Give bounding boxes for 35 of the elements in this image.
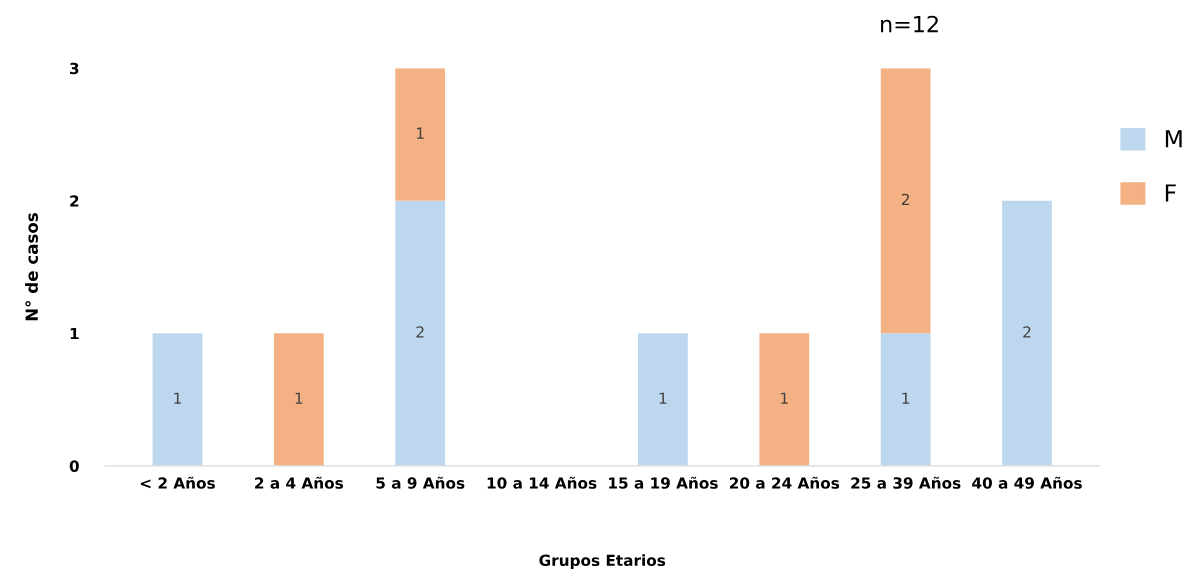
chart-title: n=12 — [881, 15, 938, 33]
data-label: 1 — [174, 392, 181, 404]
legend-label: F — [1165, 184, 1176, 202]
data-label: 2 — [1023, 326, 1031, 338]
data-label: 1 — [659, 392, 667, 404]
y-tick-label: 1 — [70, 327, 79, 340]
bar — [273, 333, 324, 466]
y-tick-label: 3 — [70, 62, 79, 75]
bar — [395, 68, 446, 201]
x-tick-label: < 2 Años — [140, 476, 215, 489]
data-label: 2 — [416, 326, 424, 338]
x-tick-label: 10 a 14 Años — [487, 476, 597, 489]
x-tick-label: 40 a 49 Años — [972, 476, 1082, 489]
bar — [395, 200, 446, 466]
y-axis-title: N° de casos — [25, 213, 38, 321]
x-tick-label: 20 a 24 Años — [729, 476, 840, 489]
y-tick-label: 2 — [70, 195, 79, 207]
data-label: 1 — [417, 127, 424, 139]
data-label: 2 — [901, 193, 909, 205]
bar — [759, 333, 810, 466]
x-tick-label: 2 a 4 Años — [255, 476, 343, 489]
x-tick-label: 5 a 9 Años — [376, 476, 465, 489]
bar — [152, 333, 203, 466]
bar — [880, 68, 931, 334]
legend-label: M — [1165, 130, 1182, 148]
x-tick-label: 25 a 39 Años — [851, 476, 961, 489]
x-tick-label: 15 a 19 Años — [609, 476, 718, 489]
data-label: 1 — [902, 392, 910, 404]
y-tick-label: 0 — [69, 460, 79, 472]
data-label: 1 — [295, 392, 303, 404]
bar — [638, 333, 688, 466]
bar — [1002, 200, 1052, 466]
data-label: 1 — [781, 392, 788, 404]
x-axis-title: Grupos Etarios — [539, 554, 666, 570]
bar — [880, 333, 931, 466]
